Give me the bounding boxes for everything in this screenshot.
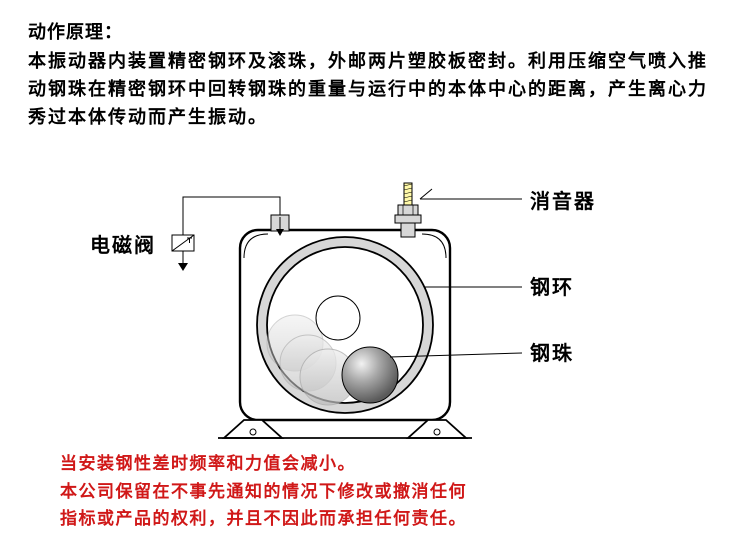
label-valve: 电磁阀 <box>90 229 156 258</box>
warning-block: 当安装钢性差时频率和力值会减小。 本公司保留在不事先通知的情况下修改或撤消任何 … <box>60 450 467 532</box>
diagram-svg <box>90 175 650 455</box>
label-ring: 钢环 <box>530 271 574 300</box>
body-paragraph: 本振动器内装置精密钢环及滚珠，外邮两片塑胶板密封。利用压缩空气喷入推动钢珠在精密… <box>28 48 722 132</box>
warning-line: 当安装钢性差时频率和力值会减小。 <box>60 450 467 477</box>
section-title: 动作原理： <box>28 18 722 44</box>
label-ball: 钢珠 <box>530 337 574 366</box>
warning-line: 本公司保留在不事先通知的情况下修改或撤消任何 <box>60 478 467 505</box>
diagram: 消音器 电磁阀 钢环 钢珠 <box>90 175 650 455</box>
label-silencer: 消音器 <box>530 185 596 214</box>
warning-line: 指标或产品的权利，并且不因此而承担任何责任。 <box>60 505 467 532</box>
